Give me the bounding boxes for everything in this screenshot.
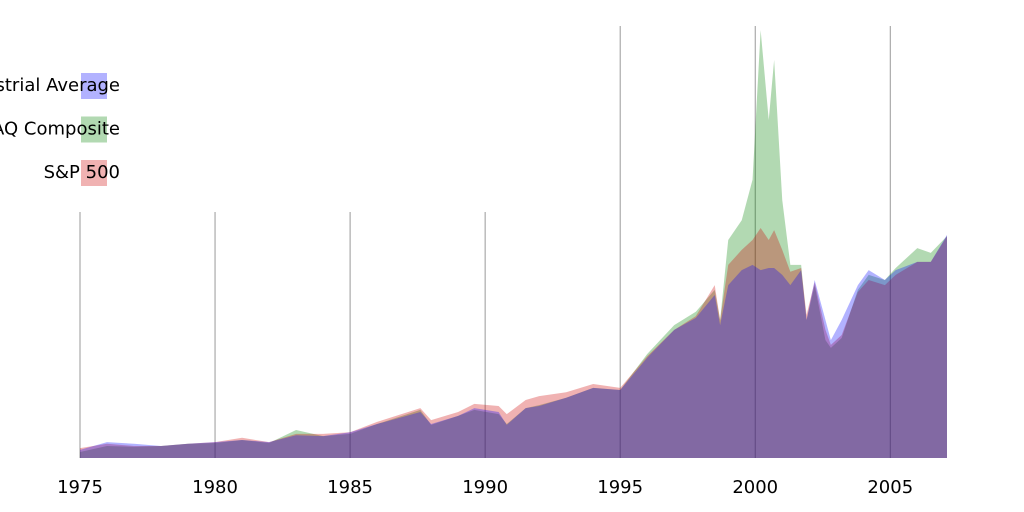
legend-swatch (81, 73, 107, 99)
x-tick-label: 1975 (57, 477, 103, 498)
legend-background (0, 20, 560, 212)
area (80, 30, 947, 459)
x-tick-label: 2005 (867, 477, 913, 498)
area (80, 227, 947, 458)
legend-swatch (81, 160, 107, 186)
area (80, 234, 947, 458)
x-tick-label: 1990 (462, 477, 508, 498)
legend-label: Dow Jones Industrial Average (0, 75, 120, 96)
x-tick-label: 1980 (192, 477, 238, 498)
legend-label: NASDAQ Composite (0, 119, 120, 140)
x-tick-label: 1995 (597, 477, 643, 498)
x-tick-label: 2000 (732, 477, 778, 498)
legend-label: S&P 500 (44, 162, 120, 183)
x-tick-label: 1985 (327, 477, 373, 498)
legend-swatch (81, 116, 107, 143)
